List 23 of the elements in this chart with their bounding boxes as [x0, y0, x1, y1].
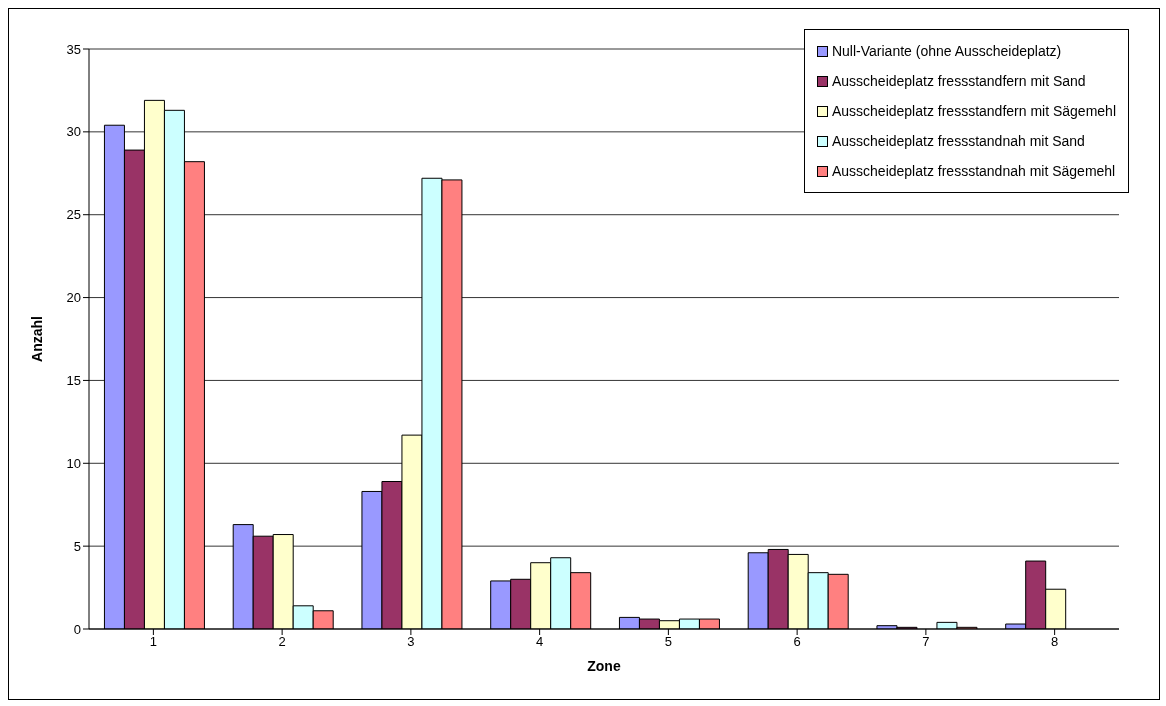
x-axis-title: Zone [587, 658, 621, 674]
y-axis-title: Anzahl [28, 316, 45, 362]
x-tick-label: 4 [536, 634, 544, 650]
x-tick-label: 3 [407, 634, 415, 650]
legend-label: Ausscheideplatz fressstandnah mit Sägemehl [831, 162, 1116, 181]
y-tick-label: 20 [66, 290, 81, 306]
x-tick-label: 7 [922, 634, 930, 650]
y-tick-label: 25 [66, 207, 81, 223]
legend-label: Null-Variante (ohne Ausscheideplatz) [831, 42, 1062, 61]
y-tick-label: 10 [66, 455, 81, 471]
y-tick-label: 0 [73, 621, 81, 637]
y-tick-label: 30 [66, 124, 81, 140]
x-tick-label: 5 [664, 634, 672, 650]
legend-label: Ausscheideplatz fressstandfern mit Sägemehl [831, 102, 1116, 121]
y-tick-label: 35 [66, 41, 81, 57]
x-tick-label: 2 [278, 634, 286, 650]
x-tick-label: 6 [793, 634, 801, 650]
legend-label: Ausscheideplatz fressstandnah mit Sand [831, 132, 1085, 151]
y-tick-label: 15 [66, 373, 81, 389]
legend-label: Ausscheideplatz fressstandfern mit Sand [831, 72, 1086, 91]
x-tick-label: 8 [1051, 634, 1059, 650]
y-tick-label: 5 [73, 538, 81, 554]
x-tick-label: 1 [149, 634, 157, 650]
